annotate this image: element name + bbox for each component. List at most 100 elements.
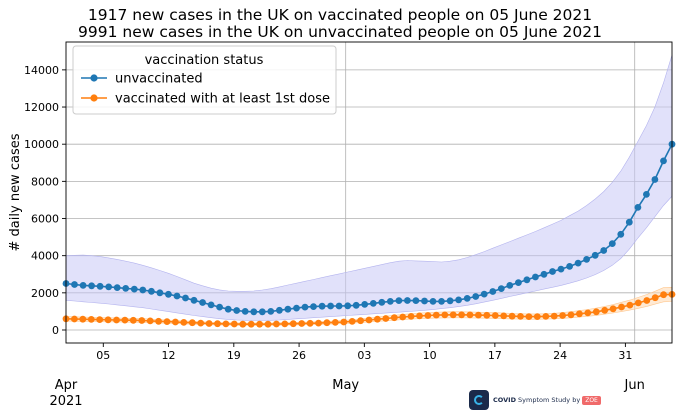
data-point-unvaccinated <box>660 157 667 165</box>
data-point-unvaccinated <box>327 302 334 310</box>
data-point-unvaccinated <box>105 283 113 291</box>
logo-bold: COVID <box>493 396 516 404</box>
year-label: 2021 <box>49 394 82 409</box>
data-point-vaccinated <box>399 313 407 321</box>
data-point-vaccinated <box>180 319 188 326</box>
data-point-vaccinated <box>289 320 297 328</box>
data-point-vaccinated <box>449 311 457 319</box>
data-point-unvaccinated <box>378 298 386 306</box>
data-point-unvaccinated <box>96 282 104 290</box>
data-point-vaccinated <box>188 319 196 327</box>
data-point-unvaccinated <box>207 301 215 309</box>
data-point-vaccinated <box>172 318 179 326</box>
data-point-unvaccinated <box>250 308 258 316</box>
data-point-unvaccinated <box>438 298 445 305</box>
data-point-unvaccinated <box>489 288 497 295</box>
data-point-unvaccinated <box>190 296 198 304</box>
data-point-vaccinated <box>592 308 600 316</box>
data-point-vaccinated <box>323 319 331 327</box>
legend-entry: vaccinated with at least 1st dose <box>115 92 330 107</box>
data-point-vaccinated <box>533 313 541 320</box>
data-point-vaccinated <box>517 313 524 320</box>
month-label: May <box>332 378 359 393</box>
data-point-vaccinated <box>609 305 617 313</box>
legend-marker <box>90 94 98 102</box>
data-point-vaccinated <box>315 319 322 327</box>
data-point-vaccinated <box>374 315 381 323</box>
legend-entry: unvaccinated <box>115 72 203 87</box>
data-point-vaccinated <box>331 319 339 326</box>
y-tick-label: 10000 <box>24 138 59 151</box>
data-point-vaccinated <box>584 309 592 317</box>
logo-name: Symptom Study <box>515 396 571 404</box>
data-point-vaccinated <box>416 312 423 320</box>
logo-by: by <box>570 396 581 404</box>
y-tick-label: 0 <box>52 324 59 337</box>
y-tick-label: 6000 <box>31 213 59 226</box>
data-point-unvaccinated <box>233 307 241 314</box>
x-tick-label: 05 <box>96 349 110 362</box>
data-point-vaccinated <box>491 312 499 319</box>
data-point-vaccinated <box>407 313 415 320</box>
axes: 0 2000 4000 6000 8000 10000 12000 14000 05 12 19 26… <box>8 41 673 409</box>
data-point-vaccinated <box>576 310 583 318</box>
data-point-vaccinated <box>222 320 230 328</box>
data-point-unvaccinated <box>421 297 428 305</box>
x-tick-label: 26 <box>292 349 306 362</box>
data-point-vaccinated <box>340 318 348 326</box>
data-point-unvaccinated <box>634 204 642 211</box>
data-point-vaccinated <box>138 317 146 324</box>
x-tick-label: 24 <box>553 349 567 362</box>
data-point-unvaccinated <box>583 256 590 263</box>
data-point-unvaccinated <box>258 308 266 316</box>
data-point-vaccinated <box>348 318 356 325</box>
data-point-unvaccinated <box>276 306 283 314</box>
data-point-unvaccinated <box>130 285 138 293</box>
data-point-unvaccinated <box>122 285 130 292</box>
data-point-unvaccinated <box>352 301 360 309</box>
data-point-unvaccinated <box>344 302 352 310</box>
data-point-vaccinated <box>214 320 221 328</box>
covid-symptom-study-logo: COVID Symptom Study by ZOE <box>469 389 601 411</box>
logo-icon <box>469 390 489 410</box>
data-point-unvaccinated <box>301 303 309 311</box>
x-tick-label: 03 <box>357 349 371 362</box>
data-point-vaccinated <box>500 312 508 320</box>
data-point-unvaccinated <box>173 292 181 300</box>
data-point-vaccinated <box>121 316 129 324</box>
data-point-unvaccinated <box>88 282 95 290</box>
data-point-unvaccinated <box>532 273 539 281</box>
data-point-vaccinated <box>550 312 558 320</box>
data-point-vaccinated <box>298 320 306 327</box>
data-point-unvaccinated <box>79 282 87 289</box>
data-point-vaccinated <box>390 314 398 322</box>
data-point-vaccinated <box>458 311 465 319</box>
data-point-vaccinated <box>239 320 247 328</box>
data-point-vaccinated <box>155 317 163 325</box>
data-point-unvaccinated <box>617 230 625 238</box>
y-tick-label: 2000 <box>31 287 59 300</box>
data-point-vaccinated <box>508 312 516 320</box>
x-tick-label: 19 <box>227 349 241 362</box>
data-point-unvaccinated <box>643 191 650 198</box>
data-point-vaccinated <box>475 311 482 319</box>
data-point-vaccinated <box>441 311 449 319</box>
data-point-vaccinated <box>382 315 390 322</box>
data-point-unvaccinated <box>455 296 462 304</box>
chart-title-line-1: 1917 new cases in the UK on vaccinated p… <box>87 6 593 24</box>
data-point-unvaccinated <box>404 297 411 304</box>
data-point-unvaccinated <box>284 305 292 313</box>
data-point-vaccinated <box>247 320 255 328</box>
data-point-vaccinated <box>365 316 373 324</box>
data-point-vaccinated <box>626 301 634 309</box>
legend: vaccination status unvaccinated vaccinated… <box>72 45 337 115</box>
data-point-unvaccinated <box>574 259 582 267</box>
logo-zoe-badge: ZOE <box>582 395 601 405</box>
data-point-unvaccinated <box>199 299 207 306</box>
data-point-unvaccinated <box>608 240 616 248</box>
data-point-vaccinated <box>87 316 95 323</box>
data-point-vaccinated <box>197 319 205 327</box>
chart-title-line-2: 9991 new cases in the UK on unvaccinated… <box>78 23 602 41</box>
data-point-unvaccinated <box>241 308 249 315</box>
